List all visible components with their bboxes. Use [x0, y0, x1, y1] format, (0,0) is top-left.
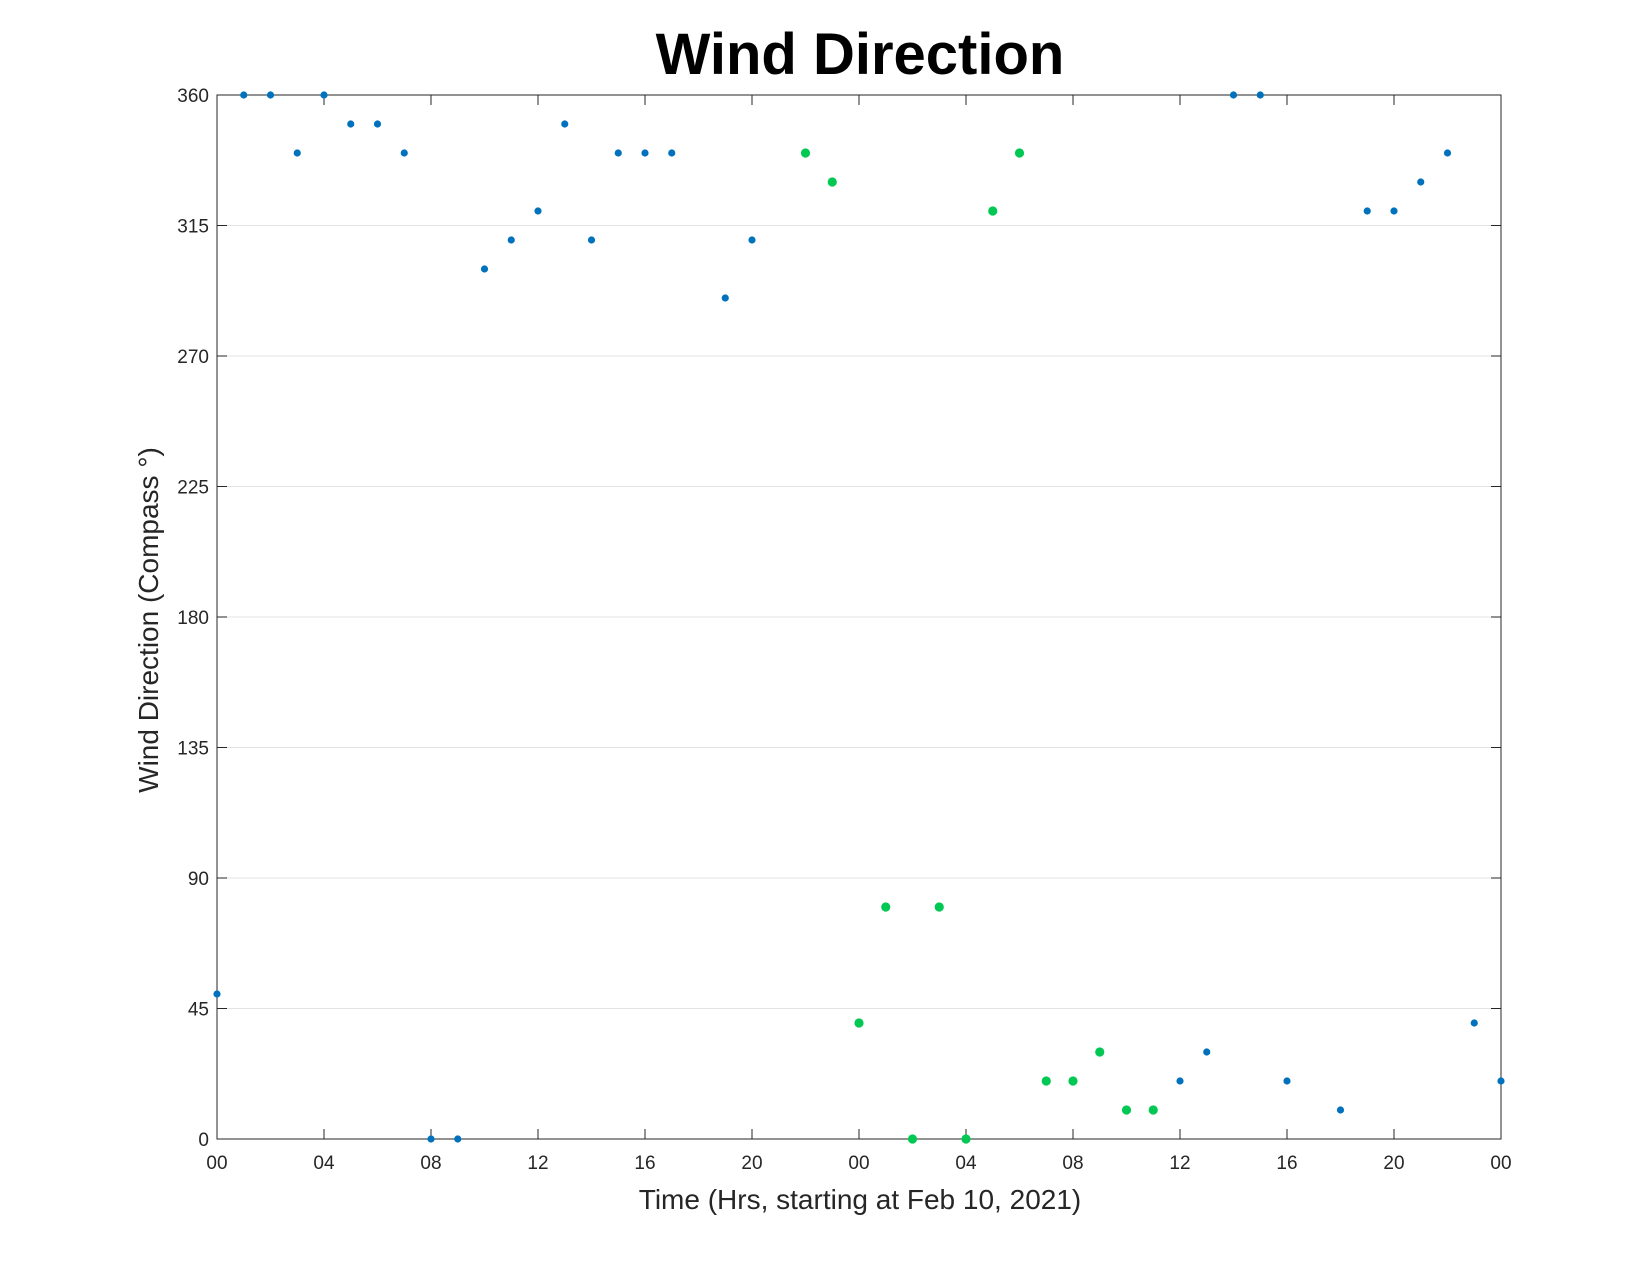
data-points: [213, 91, 1505, 1144]
data-point-blue: [561, 120, 569, 128]
data-point-blue: [213, 990, 221, 998]
data-point-blue: [1176, 1077, 1184, 1085]
data-point-blue: [641, 149, 649, 157]
data-point-blue: [373, 120, 382, 128]
y-tick-label: 180: [177, 608, 209, 629]
y-tick-label: 360: [177, 86, 209, 107]
x-tick-label: 08: [420, 1153, 441, 1174]
data-point-blue: [427, 1135, 435, 1143]
data-point-blue: [1390, 207, 1398, 215]
y-tick-label: 0: [198, 1130, 209, 1151]
data-point-blue: [507, 236, 515, 244]
y-axis-label: Wind Direction (Compass °): [133, 447, 164, 793]
y-tick-label: 270: [177, 347, 209, 368]
data-point-green: [934, 902, 944, 912]
data-point-blue: [240, 91, 248, 99]
data-point-blue: [1497, 1077, 1505, 1085]
data-point-blue: [347, 120, 355, 128]
axis-ticks: 0 45 90 135 180 225 270 315 360 00 04 08 12 16 20 00 04 0…: [177, 86, 1511, 1174]
data-point-blue: [1203, 1048, 1211, 1056]
data-point-blue: [1417, 178, 1425, 186]
data-point-green: [1041, 1076, 1051, 1086]
data-point-blue: [293, 149, 301, 157]
data-point-blue: [748, 236, 756, 244]
data-point-green: [854, 1018, 864, 1028]
data-point-blue: [614, 149, 622, 157]
x-tick-label: 00: [1490, 1153, 1511, 1174]
data-point-green: [827, 177, 837, 187]
data-point-blue: [1283, 1077, 1291, 1085]
data-point-blue: [400, 149, 408, 157]
y-tick-label: 135: [177, 739, 209, 760]
data-point-green: [907, 1134, 918, 1144]
data-point-blue: [1336, 1106, 1345, 1114]
x-axis-label: Time (Hrs, starting at Feb 10, 2021): [639, 1184, 1081, 1215]
data-point-green: [1014, 148, 1025, 158]
data-point-blue: [1443, 149, 1452, 157]
x-tick-label: 20: [741, 1153, 762, 1174]
y-tick-label: 90: [188, 869, 209, 890]
x-tick-label: 16: [1276, 1153, 1297, 1174]
x-tick-label: 04: [955, 1153, 977, 1174]
y-tick-label: 45: [188, 1000, 209, 1021]
data-point-green: [881, 902, 891, 912]
x-tick-label: 00: [848, 1153, 869, 1174]
data-point-blue: [454, 1135, 462, 1143]
data-point-blue: [266, 91, 275, 99]
x-tick-label: 12: [527, 1153, 548, 1174]
data-point-blue: [1363, 207, 1371, 215]
data-point-green: [1095, 1047, 1105, 1057]
data-point-green: [1148, 1105, 1158, 1115]
data-point-blue: [320, 91, 328, 99]
x-tick-label: 20: [1383, 1153, 1404, 1174]
data-point-green: [1121, 1105, 1132, 1115]
y-tick-label: 315: [177, 217, 209, 238]
x-tick-label: 04: [313, 1153, 335, 1174]
x-tick-label: 12: [1169, 1153, 1190, 1174]
grid-lines: [217, 225, 1501, 1009]
data-point-green: [800, 148, 811, 158]
data-point-blue: [587, 236, 596, 244]
data-point-green: [961, 1134, 971, 1144]
data-point-blue: [534, 207, 542, 215]
data-point-blue: [721, 294, 729, 302]
y-tick-label: 225: [177, 478, 209, 499]
data-point-blue: [480, 265, 489, 273]
data-point-green: [988, 206, 998, 216]
data-point-blue: [1470, 1019, 1478, 1027]
x-tick-label: 08: [1062, 1153, 1083, 1174]
x-tick-label: 16: [634, 1153, 655, 1174]
data-point-blue: [1256, 91, 1264, 99]
data-point-blue: [668, 149, 676, 157]
x-tick-label: 00: [206, 1153, 227, 1174]
data-point-blue: [1229, 91, 1238, 99]
chart-title: Wind Direction: [656, 22, 1065, 87]
data-point-green: [1068, 1076, 1078, 1086]
